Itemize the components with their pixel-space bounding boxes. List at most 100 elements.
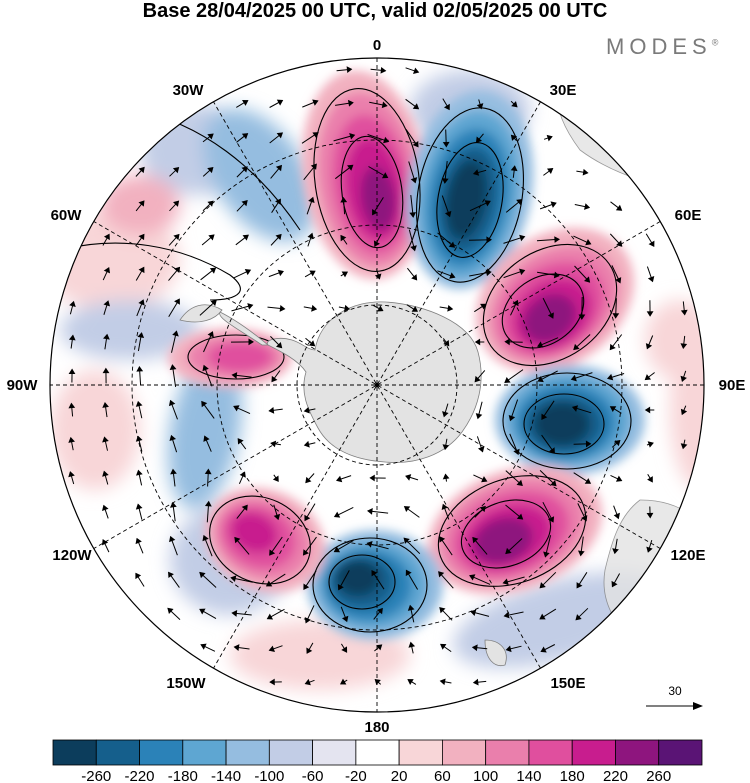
wind-vector-head [310, 163, 317, 170]
wind-vector-head [168, 399, 176, 407]
wind-vector-head [169, 434, 177, 442]
wind-vector-head [510, 165, 518, 172]
wind-vector-head [475, 413, 483, 420]
colorbar-tick-label: 220 [603, 768, 628, 783]
wind-vector-head [546, 134, 553, 142]
wind-vector-head [541, 413, 548, 420]
wind-vector-head [272, 475, 279, 482]
wind-vector-head [646, 311, 654, 317]
wind-vector-head [339, 678, 347, 685]
wind-vector-head [275, 233, 282, 241]
wind-vector-head [233, 405, 240, 412]
wind-vector-head [103, 333, 110, 340]
new-zealand-outline [484, 639, 507, 667]
wind-vector-head [68, 471, 75, 478]
high-anomaly-120e [427, 465, 603, 595]
wind-vector-head [102, 504, 109, 511]
wind-vector-head [303, 440, 310, 448]
wind-vector-head [442, 473, 450, 480]
wind-vector-head [306, 647, 313, 654]
wind-vector-head [271, 375, 278, 383]
colorbar-swatch [52, 739, 97, 766]
wind-vector-head [537, 341, 544, 348]
wind-vector-head [305, 476, 312, 484]
contour-line [209, 495, 311, 585]
wind-vector-head [547, 312, 554, 319]
registered-mark: ® [711, 37, 719, 48]
wind-vector-head [366, 507, 373, 515]
wind-vector-head [233, 644, 240, 651]
lon-label-30w: 30W [173, 82, 205, 99]
colorbar-swatch [485, 739, 530, 766]
antarctica-landmass [219, 301, 482, 463]
lon-label-0: 0 [373, 37, 381, 54]
wind-vector-head [441, 178, 449, 184]
wind-vector-head [474, 375, 481, 383]
wind-vector-head [546, 168, 554, 175]
wind-vector-head [409, 212, 417, 218]
wind-vector-head [268, 406, 275, 414]
wind-vector-head [209, 267, 217, 274]
colorbar-swatch [528, 739, 573, 766]
wind-vector-head [103, 300, 111, 307]
wind-vector-head [403, 506, 411, 513]
wind-vector-head [234, 536, 241, 544]
wind-vector-head [448, 241, 456, 248]
colorbar-swatch [95, 739, 140, 766]
wind-vector-head [413, 67, 420, 74]
south-america-tip [179, 304, 223, 323]
wind-vector-head [208, 234, 215, 241]
colorbar-tick-label: -60 [302, 768, 324, 783]
wind-vector-head [576, 582, 583, 589]
anomaly-negative [167, 350, 243, 510]
wind-vector-head [207, 166, 214, 174]
wind-vector-head [443, 339, 450, 347]
wind-vector-head [512, 299, 519, 307]
wind-vector-head [475, 136, 483, 143]
wind-vector-head [381, 101, 388, 109]
wind-vector-head [585, 440, 592, 448]
wind-vector-head [680, 375, 687, 382]
wind-vector-head [508, 415, 516, 422]
colorbar-tick-label: 180 [560, 768, 585, 783]
wind-vector-head [647, 476, 653, 483]
wind-vector-head [644, 406, 651, 414]
colorbar-swatch [312, 739, 357, 766]
wind-vector-head [581, 515, 588, 522]
wind-vector-head [269, 549, 276, 556]
wind-vector-head [312, 99, 319, 106]
wind-vector-head [516, 513, 524, 520]
lon-label-60w: 60W [51, 207, 83, 224]
wind-vector-head [202, 364, 209, 372]
contour-line [328, 554, 396, 610]
wind-vector-head [539, 582, 546, 589]
lon-label-90e: 90E [719, 377, 746, 394]
wind-vector-head [173, 233, 180, 241]
anomaly-negative [203, 108, 317, 242]
wind-vector-head [333, 511, 341, 518]
wind-vector-head [231, 372, 238, 379]
wind-vector-head [376, 607, 383, 615]
wind-vector-head [347, 99, 354, 107]
contour-line [416, 107, 524, 283]
wind-vector-head [199, 608, 206, 615]
wind-vector-head [346, 66, 353, 74]
contour-line [59, 242, 241, 301]
wind-vector-head [173, 266, 181, 273]
colorbar-swatch [658, 739, 703, 766]
wind-vector-head [646, 512, 654, 519]
wind-vector-head [472, 169, 480, 176]
wind-vector-head [440, 643, 447, 650]
wind-vector-head [381, 172, 389, 179]
wind-vector-head [244, 269, 252, 276]
meridian-line [93, 221, 661, 549]
wind-vector-head [644, 374, 652, 381]
longitude-labels: 0 30E 60E 90E 120E 150E 180 150W 120W 90… [7, 37, 746, 736]
colorbar-swatch [441, 739, 487, 766]
wind-vector-head [210, 299, 217, 307]
wind-vector-head [349, 132, 356, 140]
wind-vector-head [269, 678, 275, 686]
wind-vector-head [102, 436, 109, 443]
wind-vector-head [136, 469, 143, 476]
colorbar-swatch [615, 739, 660, 766]
